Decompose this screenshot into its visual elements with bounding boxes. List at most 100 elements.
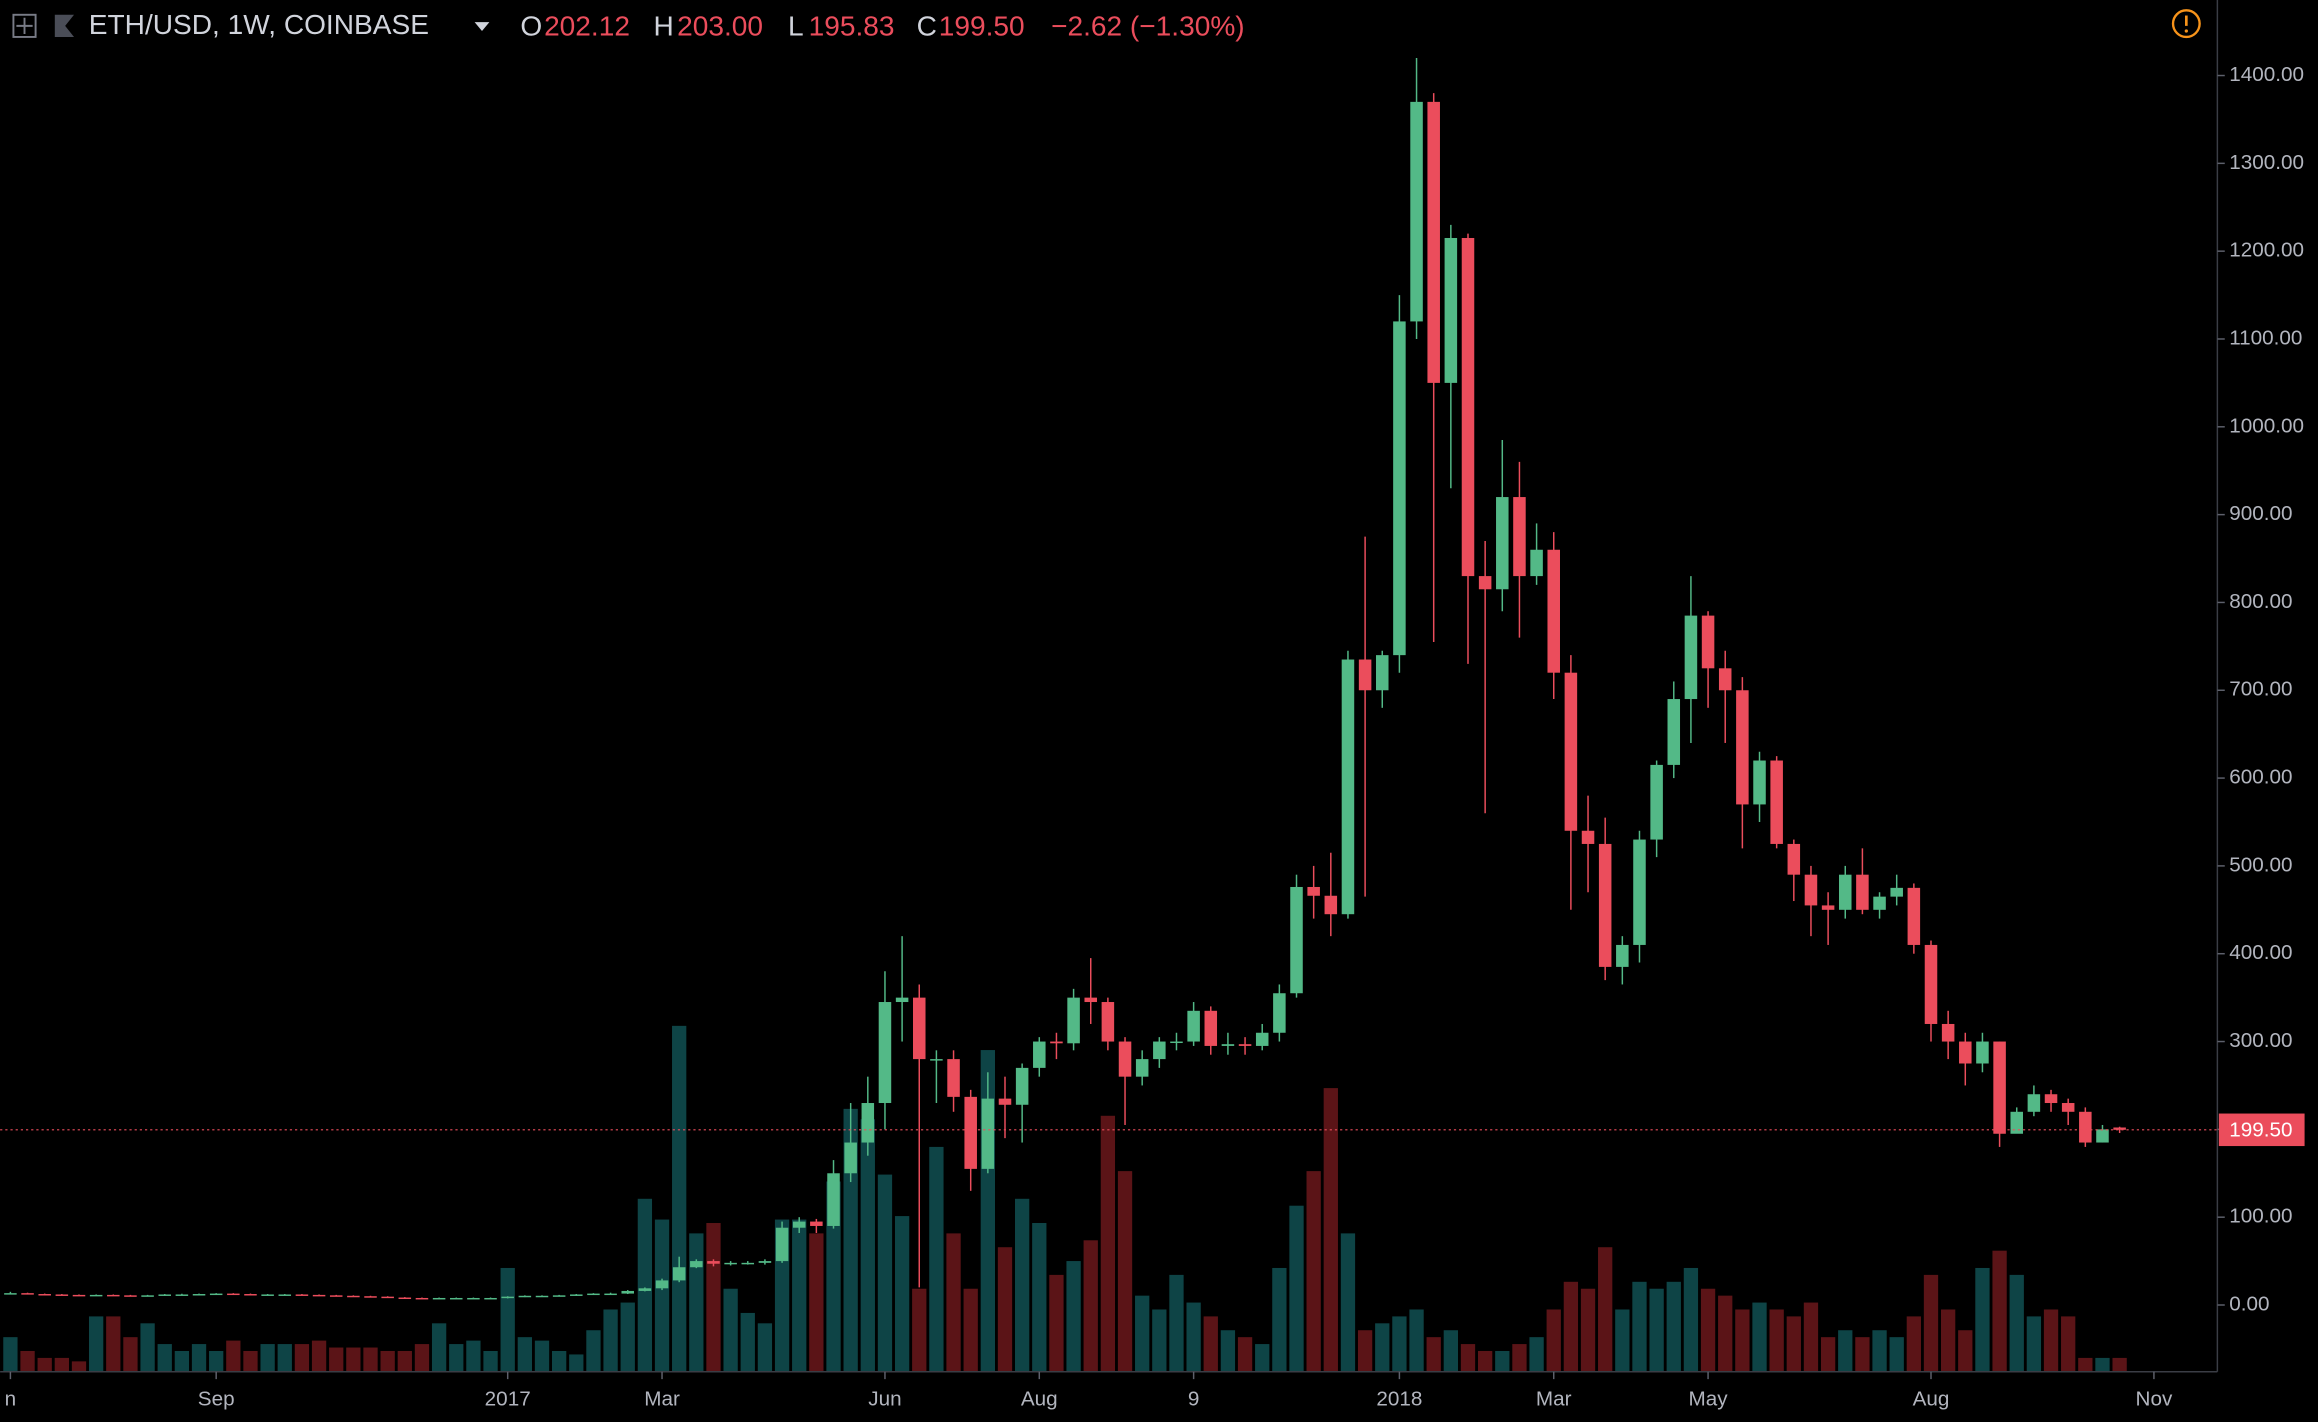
dropdown-arrow[interactable] [474, 22, 490, 32]
candle-body [347, 1295, 360, 1298]
flag-icon[interactable] [54, 14, 75, 37]
candle-body [1461, 237, 1475, 577]
candle-body [1616, 944, 1629, 967]
volume-bar [1340, 1233, 1356, 1372]
x-tick-label: May [1689, 1387, 1729, 1410]
symbol[interactable]: ETH/USD, 1W, COINBASE [89, 9, 429, 40]
volume-bar [483, 1350, 498, 1372]
candle-body [484, 1297, 497, 1300]
volume-bar [1838, 1330, 1853, 1372]
volume-bar [243, 1350, 258, 1372]
volume-bar [929, 1146, 944, 1372]
candle-body [1084, 997, 1097, 1003]
candle-body [1684, 615, 1698, 700]
open-value: 202.12 [544, 11, 630, 42]
x-tick-label: 2018 [1376, 1387, 1422, 1410]
volume-bar [88, 1316, 104, 1372]
candle-body [1718, 668, 1732, 691]
volume-bar [1426, 1337, 1441, 1372]
volume-bar [946, 1233, 961, 1372]
candle-body [1255, 1032, 1269, 1046]
x-tick-label: 2017 [485, 1387, 531, 1410]
candle-body [570, 1294, 583, 1296]
volume-bar [757, 1323, 773, 1372]
candle-body [844, 1142, 857, 1174]
candle-body [1907, 887, 1921, 945]
candle-body [1238, 1044, 1252, 1046]
candle-body [38, 1294, 51, 1296]
volume-bar [1786, 1316, 1801, 1372]
volume-bar [1649, 1288, 1664, 1372]
volume-bar [1323, 1088, 1338, 1372]
volume-bar [672, 1025, 687, 1372]
candle-body [1375, 655, 1389, 691]
volume-bar [2095, 1357, 2110, 1372]
candle-body [227, 1293, 240, 1296]
volume-bar [1443, 1330, 1458, 1372]
candle-body [1650, 764, 1663, 840]
volume-bar [912, 1288, 927, 1372]
candle-body [21, 1293, 34, 1295]
y-tick-label: 900.00 [2229, 502, 2292, 525]
candle-body [1821, 905, 1835, 910]
candle-body [312, 1294, 326, 1297]
volume-bar [1152, 1309, 1167, 1372]
candle-body [209, 1293, 223, 1296]
candle-body [535, 1295, 549, 1298]
last-price-box [2218, 1113, 2305, 1147]
candle-body [895, 997, 909, 1003]
candle-body [467, 1297, 480, 1300]
candle-body [1924, 944, 1938, 1024]
warning-dot [2184, 29, 2188, 33]
candle-body [1478, 576, 1492, 590]
volume-bar [414, 1344, 430, 1372]
candle-body [1856, 874, 1869, 910]
candle-body [192, 1294, 206, 1296]
candle-body [261, 1294, 274, 1296]
volume-bar [277, 1344, 292, 1372]
volume-bar [1992, 1250, 2007, 1372]
volume-bar [157, 1344, 172, 1372]
volume-bar [71, 1361, 87, 1372]
candle-body [1050, 1041, 1063, 1044]
candle-body [1135, 1059, 1149, 1077]
open-label: O [520, 11, 542, 42]
y-tick-label: 1200.00 [2229, 239, 2304, 262]
volume-bar [963, 1288, 978, 1372]
candle-body [2113, 1127, 2126, 1130]
volume-bar [1495, 1350, 1510, 1372]
x-tick-label: Jun [868, 1387, 901, 1410]
candle-body [621, 1290, 634, 1294]
candle-body [690, 1261, 703, 1268]
x-tick-label: Aug [1021, 1387, 1058, 1410]
candle-body [175, 1294, 189, 1296]
add-icon[interactable] [12, 13, 37, 38]
candle-body [1324, 895, 1338, 915]
volume-bar [1683, 1267, 1699, 1372]
candle-body [55, 1294, 69, 1296]
volume-bar [1255, 1344, 1270, 1372]
candle-body [432, 1297, 446, 1300]
candle-body [1118, 1041, 1132, 1077]
warning-icon[interactable] [2171, 9, 2201, 39]
y-tick-label: 300.00 [2229, 1029, 2292, 1052]
candle-body [1358, 659, 1372, 691]
toolbar-icons[interactable] [12, 13, 490, 38]
volume-bar [311, 1340, 327, 1372]
candle-body [1496, 497, 1509, 590]
volume-bar [1906, 1316, 1921, 1372]
volume-bar [1032, 1223, 1047, 1372]
volume-bar [226, 1340, 241, 1372]
volume-bar [1752, 1302, 1767, 1372]
candle-body [1581, 830, 1595, 844]
candle-body [1667, 699, 1681, 765]
candle-body [72, 1294, 86, 1297]
warning-circle[interactable] [2171, 9, 2201, 39]
candle-body [1701, 615, 1715, 669]
candle-body [1959, 1041, 1972, 1064]
candle-body [2027, 1094, 2041, 1112]
volume-bar [534, 1340, 550, 1372]
candle-body [1770, 760, 1783, 844]
volume-bar [1357, 1330, 1373, 1372]
